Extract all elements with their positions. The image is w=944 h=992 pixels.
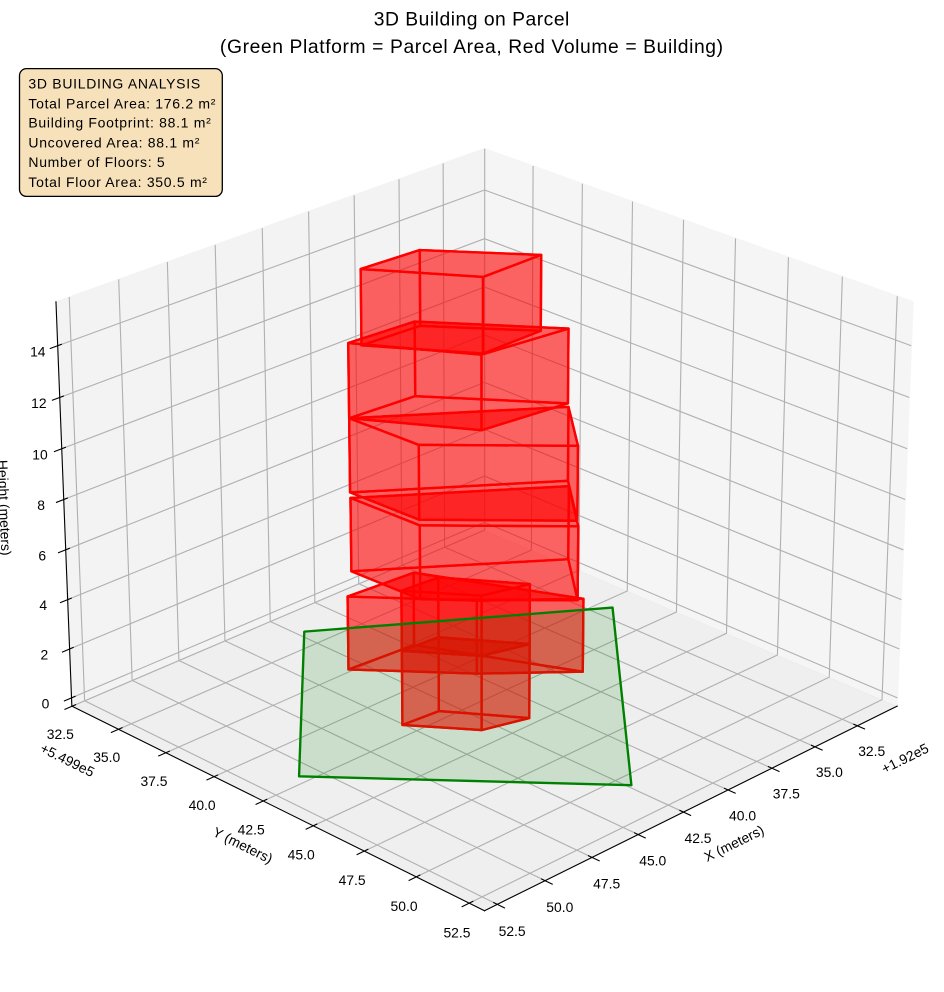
svg-text:3D Building on Parcel: 3D Building on Parcel (374, 10, 570, 31)
svg-text:40.0: 40.0 (729, 807, 756, 823)
svg-text:32.5: 32.5 (47, 726, 74, 742)
svg-text:14: 14 (30, 343, 46, 359)
svg-text:45.0: 45.0 (288, 847, 315, 863)
svg-text:8: 8 (37, 497, 45, 513)
svg-text:47.5: 47.5 (593, 876, 620, 892)
svg-text:52.5: 52.5 (443, 925, 470, 941)
svg-text:10: 10 (32, 446, 48, 462)
svg-text:3D BUILDING ANALYSIS: 3D BUILDING ANALYSIS (28, 76, 200, 92)
svg-text:6: 6 (38, 547, 46, 563)
svg-text:4: 4 (39, 597, 47, 613)
svg-text:Number of Floors: 5: Number of Floors: 5 (28, 154, 165, 170)
svg-text:50.0: 50.0 (391, 898, 418, 914)
svg-text:Building Footprint: 88.1 m²: Building Footprint: 88.1 m² (28, 115, 211, 131)
svg-text:Height (meters): Height (meters) (0, 460, 14, 556)
svg-text:42.5: 42.5 (238, 822, 265, 838)
svg-text:50.0: 50.0 (546, 899, 573, 915)
svg-text:Uncovered Area: 88.1 m²: Uncovered Area: 88.1 m² (28, 134, 200, 150)
svg-text:35.0: 35.0 (93, 749, 120, 765)
svg-text:45.0: 45.0 (639, 852, 666, 868)
svg-text:37.5: 37.5 (140, 773, 167, 789)
svg-text:52.5: 52.5 (499, 923, 526, 939)
svg-text:32.5: 32.5 (858, 743, 885, 759)
svg-text:(Green Platform = Parcel Area,: (Green Platform = Parcel Area, Red Volum… (220, 37, 724, 58)
svg-text:47.5: 47.5 (339, 872, 366, 888)
svg-text:Total Parcel Area: 176.2 m²: Total Parcel Area: 176.2 m² (28, 95, 216, 111)
svg-text:0: 0 (42, 695, 50, 711)
svg-text:35.0: 35.0 (816, 764, 843, 780)
svg-text:40.0: 40.0 (189, 797, 216, 813)
svg-text:12: 12 (31, 395, 47, 411)
svg-text:37.5: 37.5 (773, 786, 800, 802)
svg-text:42.5: 42.5 (685, 830, 712, 846)
svg-text:2: 2 (41, 647, 49, 663)
svg-text:Total Floor Area: 350.5 m²: Total Floor Area: 350.5 m² (28, 174, 207, 190)
